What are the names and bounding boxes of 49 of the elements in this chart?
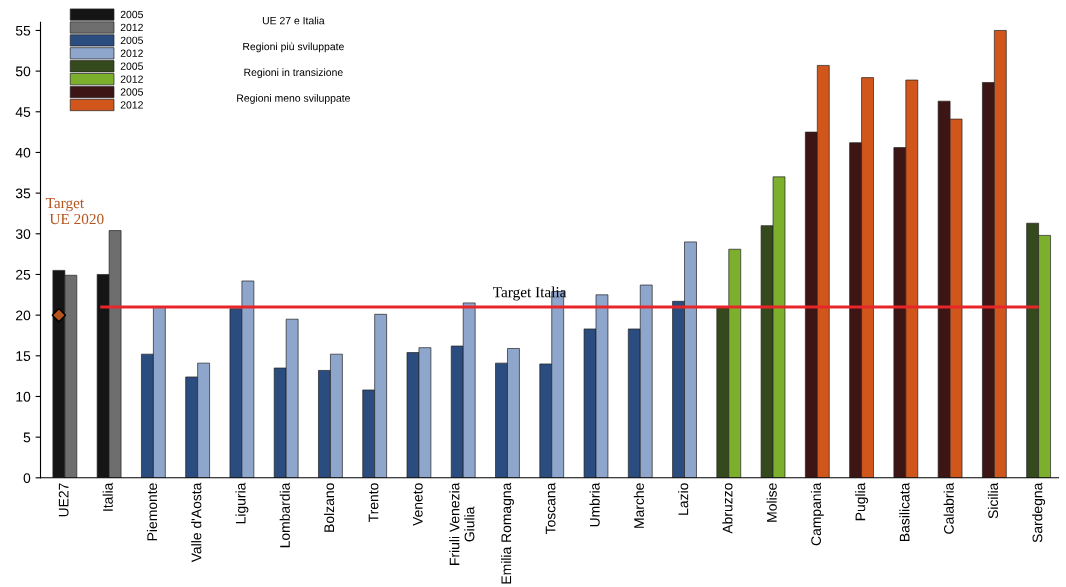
x-tick-label: Toscana	[545, 482, 556, 535]
x-tick-label: UE27	[58, 483, 69, 517]
y-tick-label: 10	[16, 391, 31, 402]
y-tick-label: 55	[15, 25, 31, 36]
y-tick-label: 40	[15, 147, 31, 158]
text: Target UE 2020	[45, 198, 104, 225]
x-tick-label: Trento	[368, 483, 379, 522]
x-tick-label: Lombardia	[279, 482, 290, 548]
x-tick-label: Piemonte	[146, 483, 158, 541]
x-tick-label: Valle d'Aosta	[191, 482, 202, 563]
x-tick-label: Liguria	[235, 482, 249, 524]
x-tick-label: Basilicata	[899, 482, 910, 541]
y-tick-label: 35	[15, 188, 31, 199]
x-tick-label: Emilia Romagna	[501, 482, 514, 584]
annotation: Regioni più sviluppate	[243, 42, 344, 53]
y-tick-label: 20	[16, 310, 31, 321]
legend-label: 2012	[120, 101, 143, 109]
x-tick-label: Veneto	[412, 483, 423, 526]
annotation: Regioni meno sviluppate	[237, 94, 350, 104]
annotation: UE 27 e Italia	[262, 16, 325, 25]
legend-label: 2012	[120, 23, 143, 32]
x-tick-label: Molise	[766, 483, 777, 522]
x-tick-label: Marche	[633, 483, 644, 528]
legend-label: 2012	[120, 75, 143, 83]
x-tick-label: Calabria	[943, 482, 954, 534]
y-tick-label: 0	[23, 473, 31, 483]
x-tick-label: Italia	[102, 482, 113, 511]
x-tick-label: Puglia	[855, 482, 869, 521]
y-tick-label: 25	[16, 269, 31, 280]
y-tick-label: 5	[23, 432, 31, 443]
x-tick-label: Abruzzo	[722, 483, 733, 534]
legend-label: 2005	[120, 10, 143, 19]
x-tick-label: Friuli Venezia Giulia	[449, 482, 475, 565]
x-tick-label: Umbria	[589, 482, 600, 527]
y-tick-label: 45	[15, 107, 31, 117]
x-tick-label: Campania	[810, 482, 824, 546]
x-tick-label: Sicilia	[987, 482, 999, 519]
x-tick-label: Bolzano	[323, 483, 335, 532]
ref-line-label: Target Italia	[493, 286, 567, 301]
y-tick-label: 50	[15, 66, 31, 77]
legend-label: 2005	[120, 88, 143, 96]
y-tick-label: 15	[16, 351, 31, 361]
legend-label: 2012	[120, 49, 143, 57]
x-tick-label: Lazio	[678, 483, 689, 515]
legend-label: 2005	[120, 36, 143, 45]
x-tick-label: Sardegna	[1032, 482, 1046, 543]
legend-label: 2005	[120, 62, 143, 70]
y-tick-label: 30	[15, 229, 31, 239]
annotation: Regioni in transizione	[244, 68, 343, 79]
